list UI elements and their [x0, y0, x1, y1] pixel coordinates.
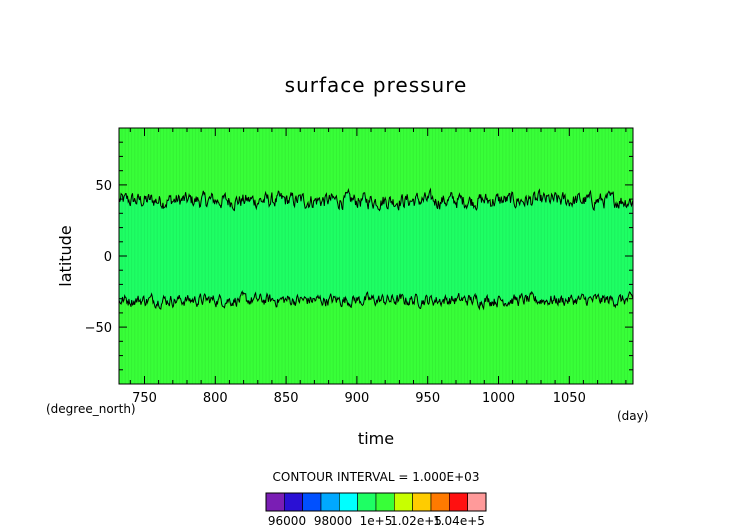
contour-interval-label: CONTOUR INTERVAL = 1.000E+03	[273, 470, 480, 484]
contour-line-south	[118, 290, 634, 311]
cell-stripes	[121, 128, 632, 384]
x-tick-label: 900	[344, 391, 369, 406]
colorbar-swatch	[412, 492, 432, 512]
x-axis-label: time	[358, 429, 394, 448]
x-tick-label: 800	[203, 391, 228, 406]
chart-title: surface pressure	[285, 73, 468, 97]
colorbar-swatch	[265, 492, 285, 512]
colorbar-swatch	[283, 492, 303, 512]
colorbar-swatch	[357, 492, 377, 512]
colorbar-swatch	[302, 492, 322, 512]
colorbar-swatch	[320, 492, 340, 512]
colorbar-frame	[265, 492, 487, 512]
field-fill-equatorial	[119, 189, 633, 309]
y-tick-label: 0	[104, 250, 112, 265]
y-axis-label: latitude	[56, 225, 75, 286]
colorbar-swatch	[467, 492, 487, 512]
colorbar-swatch	[393, 492, 413, 512]
x-axis: 750 800 850 900 950 1000 1050	[129, 128, 627, 406]
y-units-label: (degree_north)	[46, 402, 136, 416]
x-tick-label: 1000	[482, 391, 515, 406]
x-tick-label: 1050	[553, 391, 586, 406]
colorbar-label: 98000	[314, 514, 352, 528]
plot-area	[118, 127, 634, 385]
colorbar	[265, 492, 487, 512]
y-axis: 50 0 −50	[85, 141, 633, 371]
x-units-label: (day)	[617, 409, 648, 423]
y-tick-label: −50	[85, 321, 112, 336]
colorbar-label: 96000	[268, 514, 306, 528]
colorbar-swatch	[448, 492, 468, 512]
colorbar-label: 1.02e+5	[390, 514, 442, 528]
y-tick-label: 50	[95, 179, 112, 194]
x-tick-label: 850	[274, 391, 299, 406]
colorbar-labels: 96000 98000 1e+51.02e+51.04e+5	[268, 514, 485, 528]
colorbar-label: 1.04e+5	[433, 514, 485, 528]
colorbar-swatch	[375, 492, 395, 512]
x-tick-label: 750	[132, 391, 157, 406]
colorbar-label: 1e+5	[360, 514, 393, 528]
contour-line-north	[118, 187, 634, 212]
colorbar-swatch	[338, 492, 358, 512]
colorbar-swatch	[430, 492, 450, 512]
x-tick-label: 950	[415, 391, 440, 406]
